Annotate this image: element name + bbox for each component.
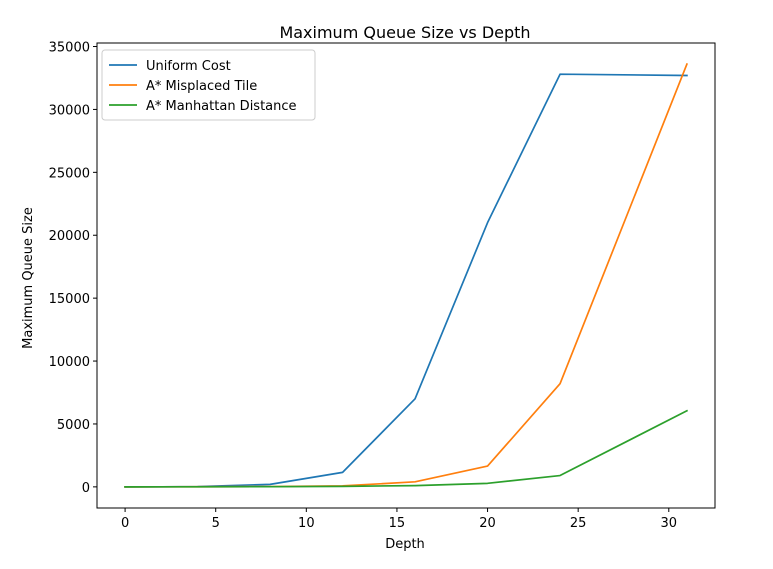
y-tick-label: 10000 bbox=[49, 355, 90, 370]
x-tick-label: 25 bbox=[570, 516, 587, 531]
y-tick-label: 15000 bbox=[49, 292, 90, 307]
legend-label-1: A* Misplaced Tile bbox=[146, 79, 257, 94]
plot-area: 0 5 10 15 20 25 30 0 5000 10000 15000 20000 25000 300… bbox=[49, 41, 716, 531]
y-tick-label: 25000 bbox=[49, 166, 90, 181]
series-line-2 bbox=[124, 409, 689, 488]
x-tick-label: 20 bbox=[479, 516, 496, 531]
legend-label-2: A* Manhattan Distance bbox=[146, 99, 297, 114]
x-tick-label: 0 bbox=[121, 516, 129, 531]
y-tick-label: 5000 bbox=[57, 418, 90, 433]
y-tick-label: 35000 bbox=[49, 41, 90, 56]
y-tick-label: 20000 bbox=[49, 229, 90, 244]
x-tick-label: 30 bbox=[661, 516, 678, 531]
x-axis-label: Depth bbox=[385, 537, 425, 552]
y-tick-label: 30000 bbox=[49, 103, 90, 118]
legend-box bbox=[101, 49, 316, 121]
y-axis-label: Maximum Queue Size bbox=[21, 207, 36, 349]
legend-label-0: Uniform Cost bbox=[146, 59, 231, 74]
y-tick-label: 0 bbox=[82, 481, 90, 496]
plot-frame bbox=[96, 42, 716, 509]
x-tick-label: 15 bbox=[389, 516, 406, 531]
chart-title: Maximum Queue Size vs Depth bbox=[279, 23, 530, 42]
legend: Uniform Cost A* Misplaced Tile A* Manhatta… bbox=[101, 49, 316, 121]
x-tick-label: 10 bbox=[298, 516, 315, 531]
x-tick-label: 5 bbox=[212, 516, 220, 531]
